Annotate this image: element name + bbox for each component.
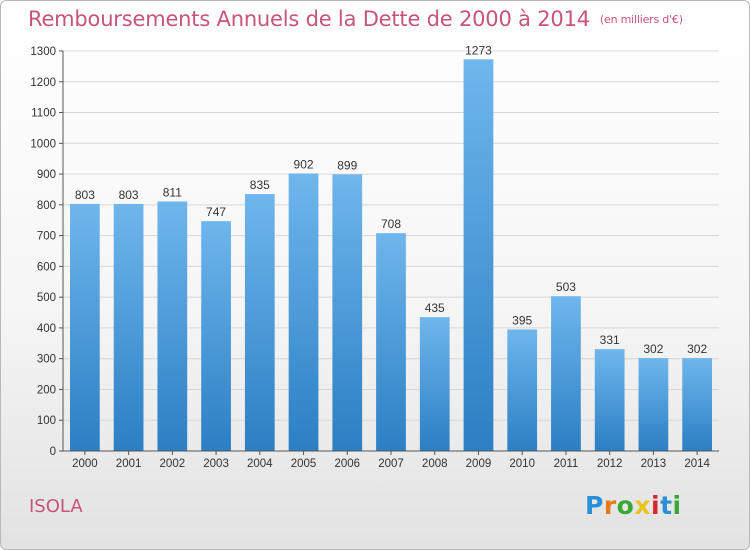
y-tick-label: 1300	[30, 46, 56, 58]
logo-letter: r	[603, 491, 617, 520]
y-tick-label: 100	[37, 415, 56, 427]
logo-letter: x	[634, 491, 651, 520]
value-label-2014: 302	[687, 342, 707, 356]
x-tick-label-2004: 2004	[247, 458, 273, 470]
x-tick-label-2005: 2005	[291, 458, 317, 470]
bar-2003	[201, 221, 231, 451]
logo-letter: P	[585, 491, 604, 520]
y-tick-label: 700	[37, 231, 56, 243]
bar-2012	[594, 349, 625, 451]
chart-title-text: Remboursements Annuels de la Dette de 20…	[28, 7, 590, 31]
city-name: ISOLA	[29, 496, 83, 517]
value-label-2007: 708	[381, 217, 401, 231]
x-tick-label-2008: 2008	[422, 458, 448, 470]
proxiti-logo: Proxiti	[585, 491, 682, 520]
bar-2000	[69, 203, 100, 451]
logo-letter: o	[616, 491, 635, 520]
chart-unit: (en milliers d'€)	[599, 13, 683, 26]
x-tick-label-2000: 2000	[72, 458, 98, 470]
bar-2002	[157, 201, 188, 451]
logo-letter: i	[672, 491, 682, 520]
bar-2008	[419, 317, 450, 451]
value-label-2003: 747	[206, 205, 226, 219]
y-tick-label: 400	[37, 323, 56, 335]
y-tick-label: 600	[37, 261, 56, 273]
x-tick-label-2006: 2006	[334, 458, 360, 470]
bar-2010	[507, 329, 538, 451]
logo-letter: i	[651, 491, 661, 520]
chart-title: Remboursements Annuels de la Dette de 20…	[28, 7, 683, 31]
bar-2009	[463, 59, 494, 452]
bar-2011	[551, 296, 581, 451]
x-tick-label-2014: 2014	[684, 458, 710, 470]
value-label-2004: 835	[250, 178, 270, 192]
x-tick-label-2010: 2010	[509, 458, 535, 470]
bars	[69, 59, 713, 452]
y-tick-label: 200	[37, 384, 56, 396]
x-tick-label-2003: 2003	[203, 458, 229, 470]
y-tick-label: 1000	[30, 138, 56, 150]
bar-2014	[682, 358, 713, 451]
x-tick-label-2013: 2013	[641, 458, 667, 470]
y-tick-label: 300	[37, 354, 56, 366]
x-tick-label-2001: 2001	[116, 458, 142, 470]
logo-letter: t	[660, 491, 673, 520]
y-axis-ticks: 0 100 200 300 400 500 600 700 800 900 1000 1100 1200…	[30, 46, 63, 458]
bar-2013	[638, 358, 669, 451]
value-label-2012: 331	[600, 333, 620, 347]
y-tick-label: 1100	[31, 108, 56, 120]
x-tick-label-2002: 2002	[160, 458, 186, 470]
x-axis-ticks: 2000 2001 2002 2003 2004 2005 2006 2007 2008 2009…	[72, 451, 711, 470]
value-label-2009: 1273	[465, 43, 492, 57]
x-tick-label-2007: 2007	[378, 458, 404, 470]
value-label-2001: 803	[119, 188, 139, 202]
value-labels: 803 803 811 747 835 902 899 708 435 1273 395 503 331…	[75, 43, 708, 356]
value-label-2000: 803	[75, 188, 95, 202]
bar-2001	[113, 203, 144, 451]
bar-2007	[376, 233, 406, 451]
value-label-2006: 899	[337, 158, 357, 172]
value-label-2002: 811	[163, 185, 182, 199]
value-label-2008: 435	[425, 301, 445, 315]
y-tick-label: 500	[37, 292, 56, 304]
value-label-2013: 302	[643, 342, 663, 356]
x-tick-label-2012: 2012	[597, 458, 623, 470]
value-label-2011: 503	[556, 280, 576, 294]
bar-2006	[332, 174, 363, 451]
x-tick-label-2009: 2009	[466, 458, 492, 470]
y-tick-label: 1200	[30, 77, 56, 89]
y-tick-label: 900	[37, 169, 56, 181]
y-tick-label: 0	[50, 446, 56, 458]
value-label-2010: 395	[512, 313, 532, 327]
value-label-2005: 902	[294, 157, 314, 171]
bar-2004	[244, 194, 275, 452]
y-tick-label: 800	[37, 200, 56, 212]
x-tick-label-2011: 2011	[554, 458, 579, 470]
bar-2005	[288, 173, 319, 451]
